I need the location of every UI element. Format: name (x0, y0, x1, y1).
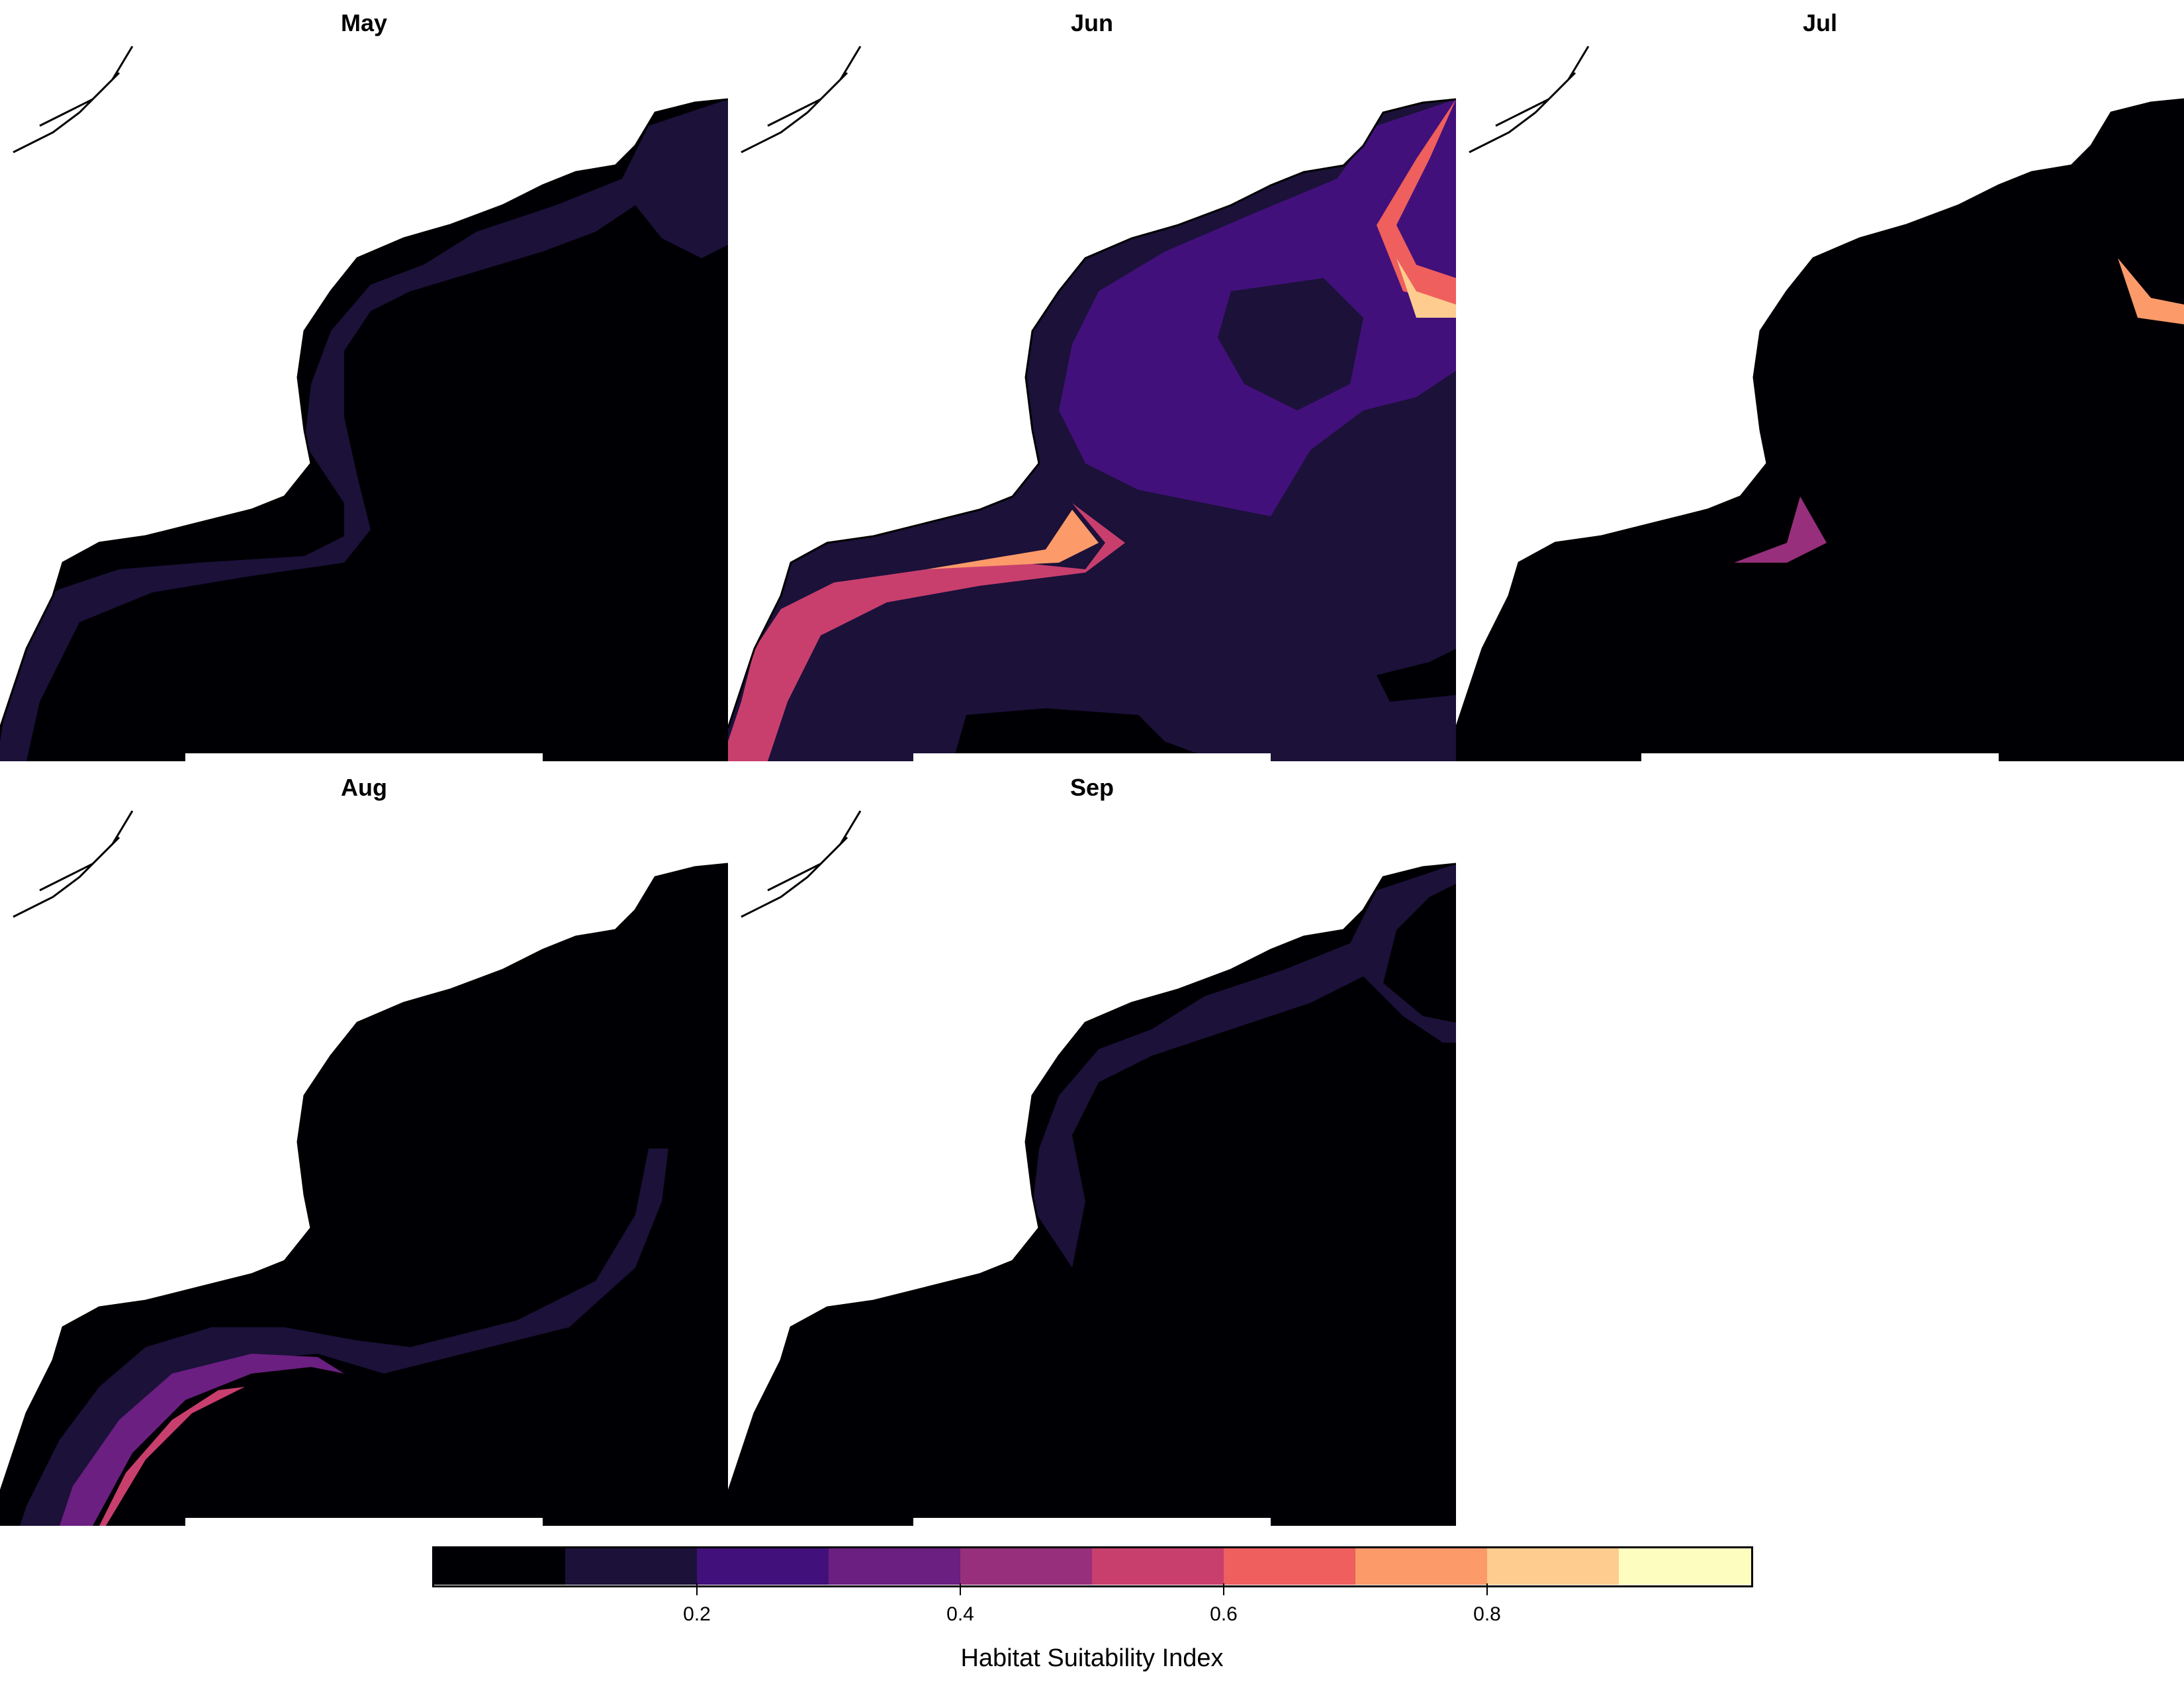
panel-title: Aug (341, 774, 387, 801)
coastline (1456, 98, 2184, 729)
legend-frame (432, 1546, 1753, 1587)
land-area (728, 40, 1456, 728)
land-area (0, 804, 728, 1493)
deep-water-zone (953, 708, 1218, 761)
legend-tick-label: 0.2 (683, 1603, 711, 1625)
low-habitat-core (1218, 278, 1363, 410)
coastal-band (1032, 864, 1456, 1268)
land-area (0, 40, 728, 728)
coastline (0, 863, 728, 1493)
river-outline (13, 810, 134, 918)
legend-title: Habitat Suitability Index (960, 1644, 1224, 1672)
legend-swatch (829, 1548, 961, 1585)
river-outline (13, 46, 134, 154)
legend-swatch (960, 1548, 1093, 1585)
map-sep (728, 804, 1456, 1526)
legend-tick-label: 0.4 (946, 1603, 974, 1625)
legend-tick (1223, 1583, 1224, 1595)
front-band-mid (60, 1354, 344, 1526)
map-jun (728, 40, 1456, 761)
panel-title: May (340, 9, 388, 36)
coastal-high-band (728, 503, 1125, 761)
legend-swatch (1092, 1548, 1224, 1585)
north-shore-peak (1396, 258, 1456, 318)
legend-tick (960, 1583, 961, 1595)
coastline (728, 98, 1456, 729)
legend-swatch (1355, 1548, 1488, 1585)
coastal-band (1734, 496, 1827, 563)
color-legend (433, 1548, 1751, 1587)
land-area (1456, 40, 2184, 728)
map-panel-sep: Sep (728, 765, 1456, 1526)
panel-title: Jul (1802, 9, 1837, 36)
legend-swatch (1487, 1548, 1619, 1585)
legend-tick-label: 0.8 (1473, 1603, 1501, 1625)
river-outline (1469, 46, 1590, 154)
front-band-core (99, 1387, 245, 1526)
legend-swatch (565, 1548, 698, 1585)
coastline (0, 98, 728, 729)
north-shore-band (2118, 258, 2184, 324)
map-jul (1456, 40, 2184, 761)
map-panel-jun: Jun (728, 0, 1456, 761)
map-bottom-edge (185, 753, 543, 761)
panel-title: Sep (1069, 774, 1115, 801)
map-bottom-edge (913, 753, 1271, 761)
map-bottom-edge (185, 1518, 543, 1526)
coastline (728, 863, 1456, 1493)
map-may (0, 40, 728, 761)
north-shore-band (1377, 99, 1456, 305)
legend-tick-label: 0.6 (1210, 1603, 1238, 1625)
map-aug (0, 804, 728, 1526)
legend-swatch (697, 1548, 829, 1585)
legend-tick (1486, 1583, 1488, 1595)
river-outline (741, 810, 862, 918)
land-area (728, 804, 1456, 1493)
coastal-band (0, 99, 728, 761)
legend-swatch (1224, 1548, 1356, 1585)
river-outline (741, 46, 862, 154)
map-panel-jul: Jul (1456, 0, 2184, 761)
map-panel-may: May (0, 0, 728, 761)
map-bottom-edge (913, 1518, 1271, 1526)
deep-water-east (1377, 649, 1456, 702)
legend-swatch (433, 1548, 566, 1585)
map-bottom-edge (1641, 753, 1999, 761)
map-panel-aug: Aug (0, 765, 728, 1526)
legend-tick (696, 1583, 698, 1595)
coastal-peak-band (927, 510, 1099, 569)
panel-title: Jun (1070, 9, 1113, 36)
legend-swatch (1619, 1548, 1751, 1585)
